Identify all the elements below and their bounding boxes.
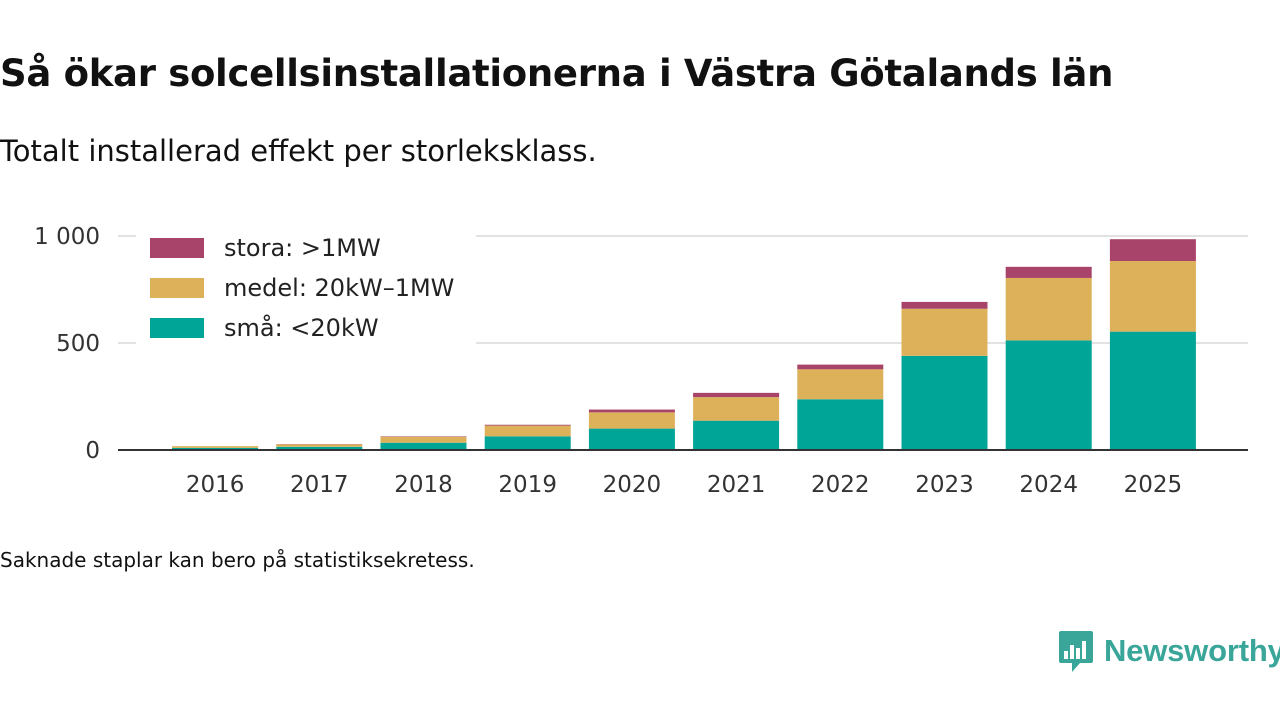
x-tick-label: 2019 bbox=[498, 472, 557, 498]
bar-segment bbox=[1109, 261, 1196, 332]
x-tick-label: 2018 bbox=[394, 472, 453, 498]
bar-segment bbox=[484, 425, 571, 437]
newsworthy-logo-icon bbox=[1059, 631, 1093, 672]
y-tick-label: 0 bbox=[85, 438, 100, 464]
legend-label: medel: 20kW–1MW bbox=[224, 274, 454, 302]
chart-subtitle: Totalt installerad effekt per storlekskl… bbox=[0, 134, 597, 168]
legend-swatch bbox=[150, 238, 204, 258]
bar-segment bbox=[901, 301, 988, 309]
bar-segment bbox=[901, 355, 988, 450]
bar-segment bbox=[1005, 340, 1092, 450]
footnote: Saknade staplar kan bero på statistiksek… bbox=[0, 548, 475, 572]
bar-segment bbox=[172, 446, 259, 448]
bar-segment bbox=[693, 397, 780, 421]
bar-segment bbox=[1005, 266, 1092, 278]
bar-segment bbox=[172, 447, 259, 450]
legend: stora: >1MW medel: 20kW–1MW små: <20kW bbox=[136, 228, 476, 354]
x-tick-label: 2017 bbox=[290, 472, 349, 498]
x-tick-label: 2022 bbox=[811, 472, 870, 498]
bar-segment bbox=[276, 444, 363, 447]
y-axis-ticks: 0 500 1 000 bbox=[34, 224, 100, 464]
bar-segment bbox=[1109, 331, 1196, 450]
x-tick-label: 2021 bbox=[707, 472, 766, 498]
bar-segment bbox=[1109, 239, 1196, 262]
x-tick-label: 2024 bbox=[1019, 472, 1078, 498]
bar-segment bbox=[588, 412, 675, 429]
newsworthy-logo-text: Newsworthy bbox=[1104, 633, 1280, 668]
x-tick-label: 2020 bbox=[603, 472, 662, 498]
x-tick-label: 2016 bbox=[186, 472, 245, 498]
bars bbox=[172, 239, 1196, 450]
y-tick-label: 500 bbox=[56, 331, 100, 357]
x-tick-label: 2025 bbox=[1124, 472, 1183, 498]
newsworthy-logo: Newsworthy bbox=[1058, 628, 1280, 674]
bar-segment bbox=[588, 428, 675, 450]
bar-segment bbox=[797, 369, 884, 400]
bar-segment bbox=[693, 392, 780, 398]
legend-swatch bbox=[150, 318, 204, 338]
bar-segment bbox=[484, 424, 571, 426]
bar-segment bbox=[797, 399, 884, 450]
legend-label: små: <20kW bbox=[224, 313, 379, 342]
bar-segment bbox=[901, 308, 988, 356]
bar-segment bbox=[484, 436, 571, 450]
chart-title: Så ökar solcellsinstallationerna i Västr… bbox=[0, 52, 1114, 95]
x-axis-ticks: 2016 2017 2018 2019 2020 2021 2022 2023 2024 2025 bbox=[186, 472, 1182, 498]
bar-segment bbox=[693, 420, 780, 450]
bar-segment bbox=[797, 364, 884, 370]
bar-segment bbox=[588, 409, 675, 413]
bar-segment bbox=[380, 442, 467, 450]
x-tick-label: 2023 bbox=[915, 472, 974, 498]
y-tick-label: 1 000 bbox=[34, 224, 100, 250]
legend-swatch bbox=[150, 278, 204, 298]
bar-segment bbox=[380, 436, 467, 443]
bar-segment bbox=[1005, 277, 1092, 341]
legend-label: stora: >1MW bbox=[224, 234, 381, 262]
bar-segment bbox=[276, 446, 363, 450]
